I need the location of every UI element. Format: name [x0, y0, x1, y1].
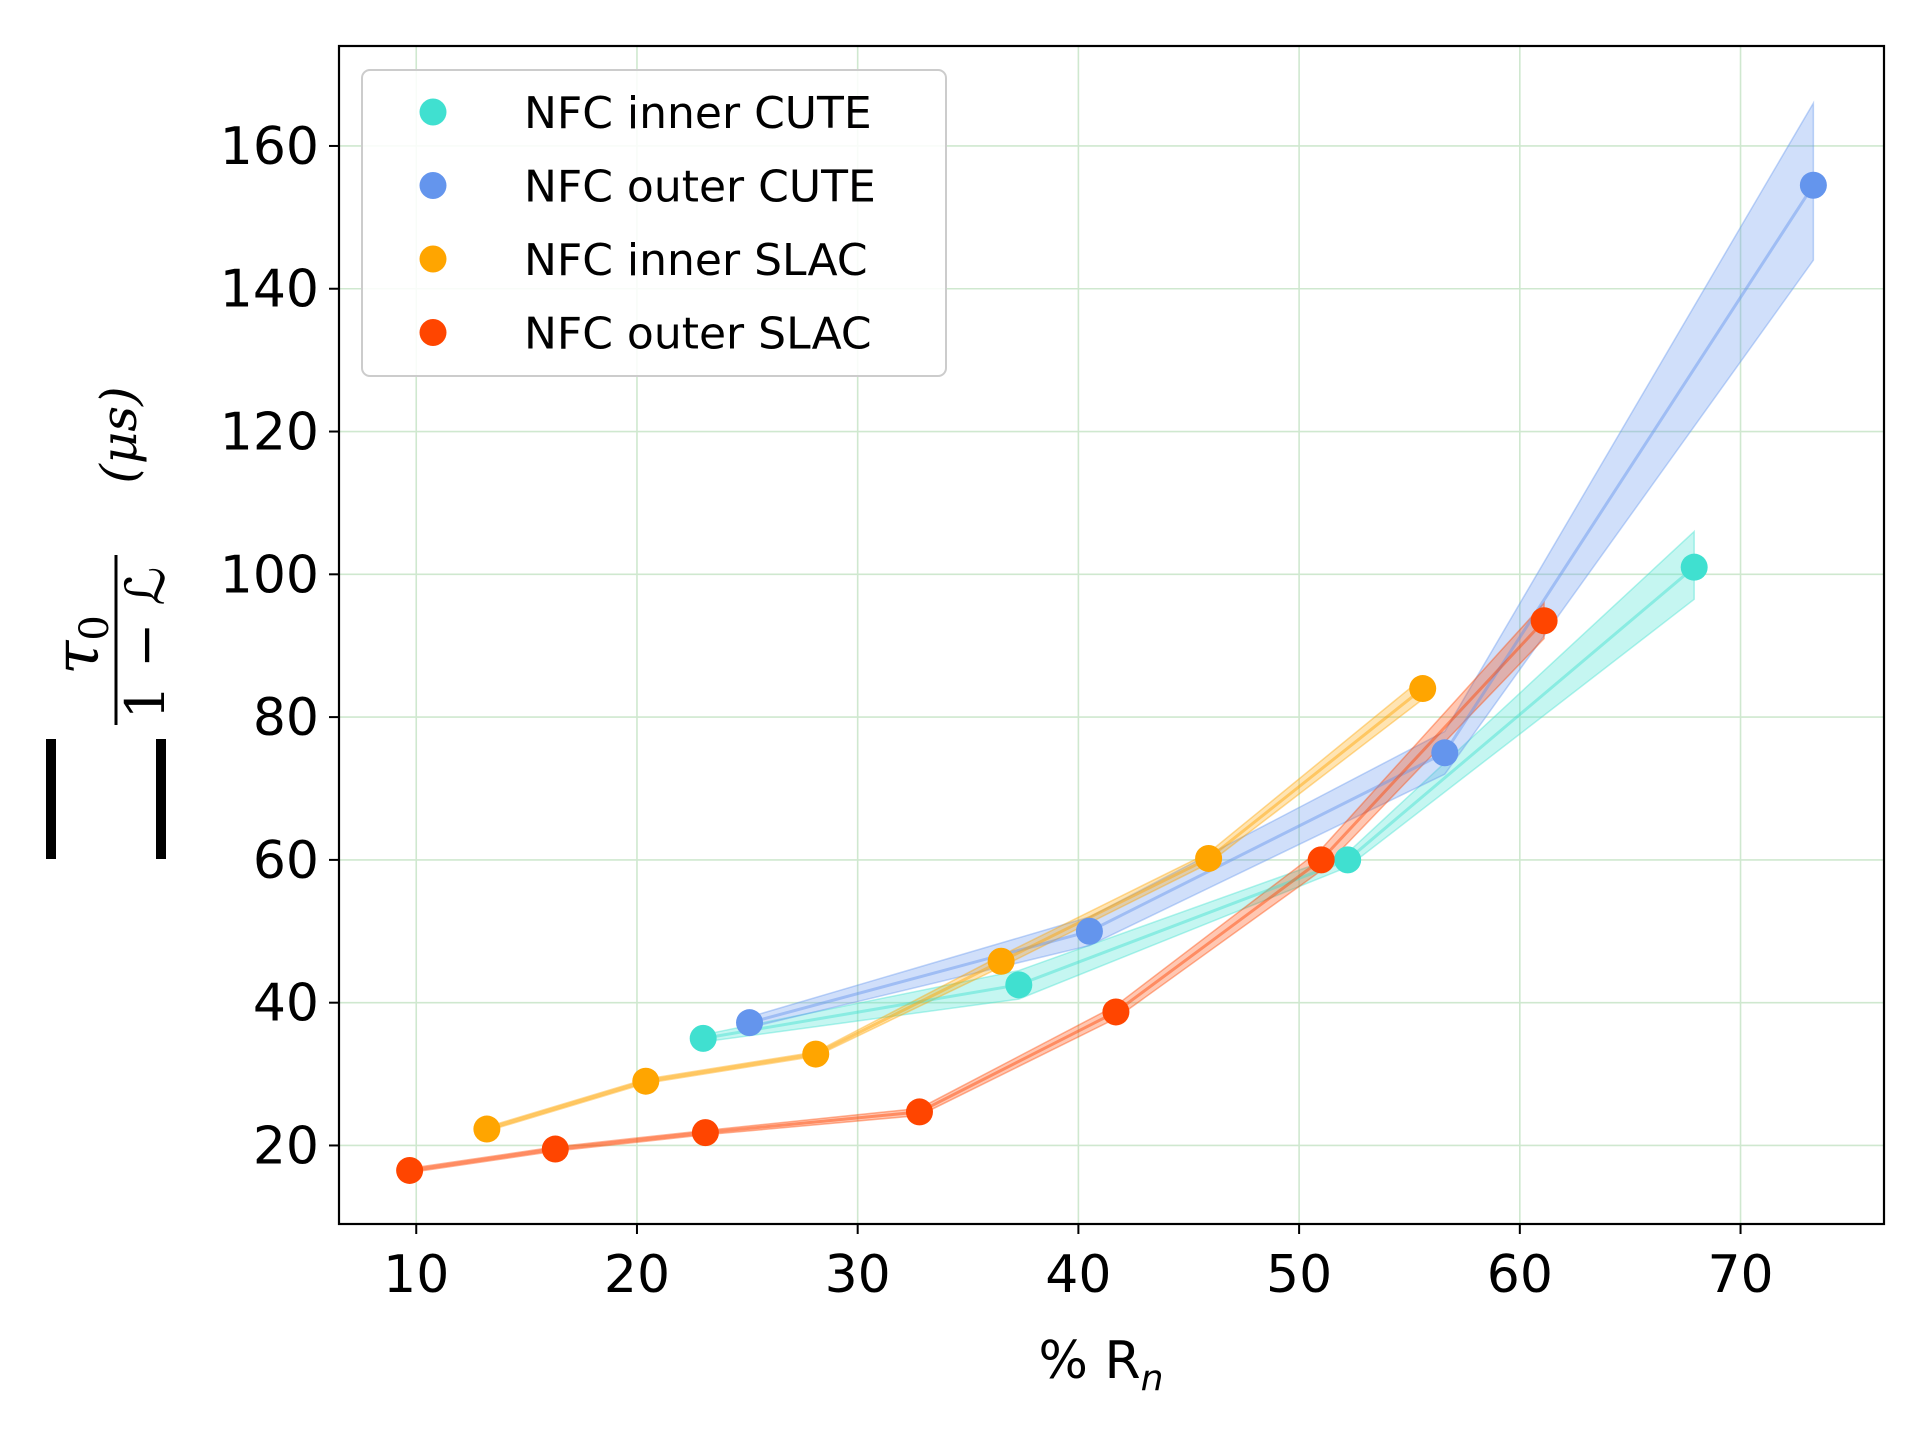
- y-tick-label: 160: [220, 117, 319, 177]
- nfc-inner-cute-band: [702, 529, 1695, 1043]
- abs-bar-right-icon: [46, 739, 56, 859]
- x-tick-label: 60: [1487, 1245, 1553, 1305]
- y-tick-label: 80: [253, 688, 319, 748]
- y-tick-label: 40: [253, 974, 319, 1034]
- nfc-outer-slac-point: [1307, 846, 1335, 874]
- nfc-outer-slac-point: [691, 1119, 719, 1147]
- x-axis-label-subscript: n: [1141, 1358, 1164, 1399]
- plot-frame: [337, 44, 1886, 1226]
- nfc-inner-cute-point: [689, 1024, 717, 1052]
- nfc-outer-slac-band: [408, 600, 1545, 1174]
- nfc-outer-slac-point: [1530, 607, 1558, 635]
- nfc-inner-cute-point: [1334, 846, 1362, 874]
- nfc-outer-slac-point: [905, 1098, 933, 1126]
- x-tick-label: 10: [383, 1245, 449, 1305]
- x-axis-label: % Rn: [1039, 1331, 1164, 1399]
- nfc-inner-cute-legend-marker: [419, 98, 447, 126]
- nfc-inner-slac-legend-marker: [419, 245, 447, 273]
- data-points: [396, 171, 1827, 1184]
- x-tick-label: 40: [1045, 1245, 1111, 1305]
- nfc-outer-slac-point: [541, 1135, 569, 1163]
- nfc-inner-slac-point: [1409, 675, 1437, 703]
- x-tick-label: 50: [1266, 1245, 1332, 1305]
- y-axis-label: τ0 1 − ℒ (μs): [40, 386, 177, 859]
- nfc-outer-slac-point: [396, 1156, 424, 1184]
- nfc-inner-slac-point: [802, 1040, 830, 1068]
- legend-items: NFC inner CUTE NFC outer CUTE NFC inner SL…: [419, 88, 876, 360]
- x-axis-ticks: 10 20 30 40 50 60 70: [383, 1224, 1774, 1305]
- nfc-outer-cute-point: [1431, 739, 1459, 767]
- nfc-outer-cute-legend-marker: [419, 172, 447, 199]
- nfc-inner-slac-legend-label: NFC inner SLAC: [524, 235, 868, 286]
- x-axis-label-main: % R: [1039, 1331, 1141, 1391]
- nfc-inner-cute-point: [1005, 971, 1033, 999]
- x-tick-label: 20: [604, 1245, 670, 1305]
- y-tick-label: 100: [220, 545, 319, 605]
- nfc-inner-cute-point: [1680, 553, 1708, 581]
- nfc-inner-cute-line: [702, 566, 1696, 1040]
- x-tick-label: 70: [1707, 1245, 1773, 1305]
- y-tick-label: 20: [253, 1116, 319, 1176]
- y-tick-label: 140: [220, 260, 319, 320]
- nfc-outer-cute-point: [1799, 171, 1827, 199]
- y-label-denominator: 1 − ℒ: [114, 567, 177, 720]
- nfc-inner-slac-point: [987, 947, 1015, 975]
- nfc-outer-cute-legend-label: NFC outer CUTE: [524, 162, 876, 213]
- abs-bar-left-icon: [156, 739, 166, 859]
- y-tick-label: 60: [253, 831, 319, 891]
- y-tick-label: 120: [220, 403, 319, 463]
- legend: NFC inner CUTE NFC outer CUTE NFC inner SL…: [361, 69, 947, 377]
- y-label-unit: (μs): [90, 386, 148, 483]
- y-label-numerator: τ0: [40, 615, 118, 675]
- nfc-outer-slac-legend-label: NFC outer SLAC: [524, 309, 872, 360]
- nfc-inner-slac-point: [1195, 844, 1223, 872]
- nfc-outer-slac-point: [1102, 998, 1130, 1026]
- nfc-inner-slac-point: [473, 1115, 501, 1143]
- x-tick-label: 30: [825, 1245, 891, 1305]
- nfc-outer-cute-line: [749, 184, 1815, 1025]
- nfc-outer-cute-point: [1075, 917, 1103, 945]
- nfc-inner-cute-legend-label: NFC inner CUTE: [524, 88, 872, 139]
- legend-box: [361, 69, 947, 377]
- nfc-inner-slac-line: [486, 687, 1424, 1131]
- nfc-outer-cute-point: [736, 1009, 764, 1037]
- nfc-inner-slac-point: [632, 1067, 660, 1095]
- nfc-outer-slac-legend-marker: [419, 319, 447, 346]
- y-axis-ticks: 20 40 60 80 100 120 140 160: [220, 117, 339, 1176]
